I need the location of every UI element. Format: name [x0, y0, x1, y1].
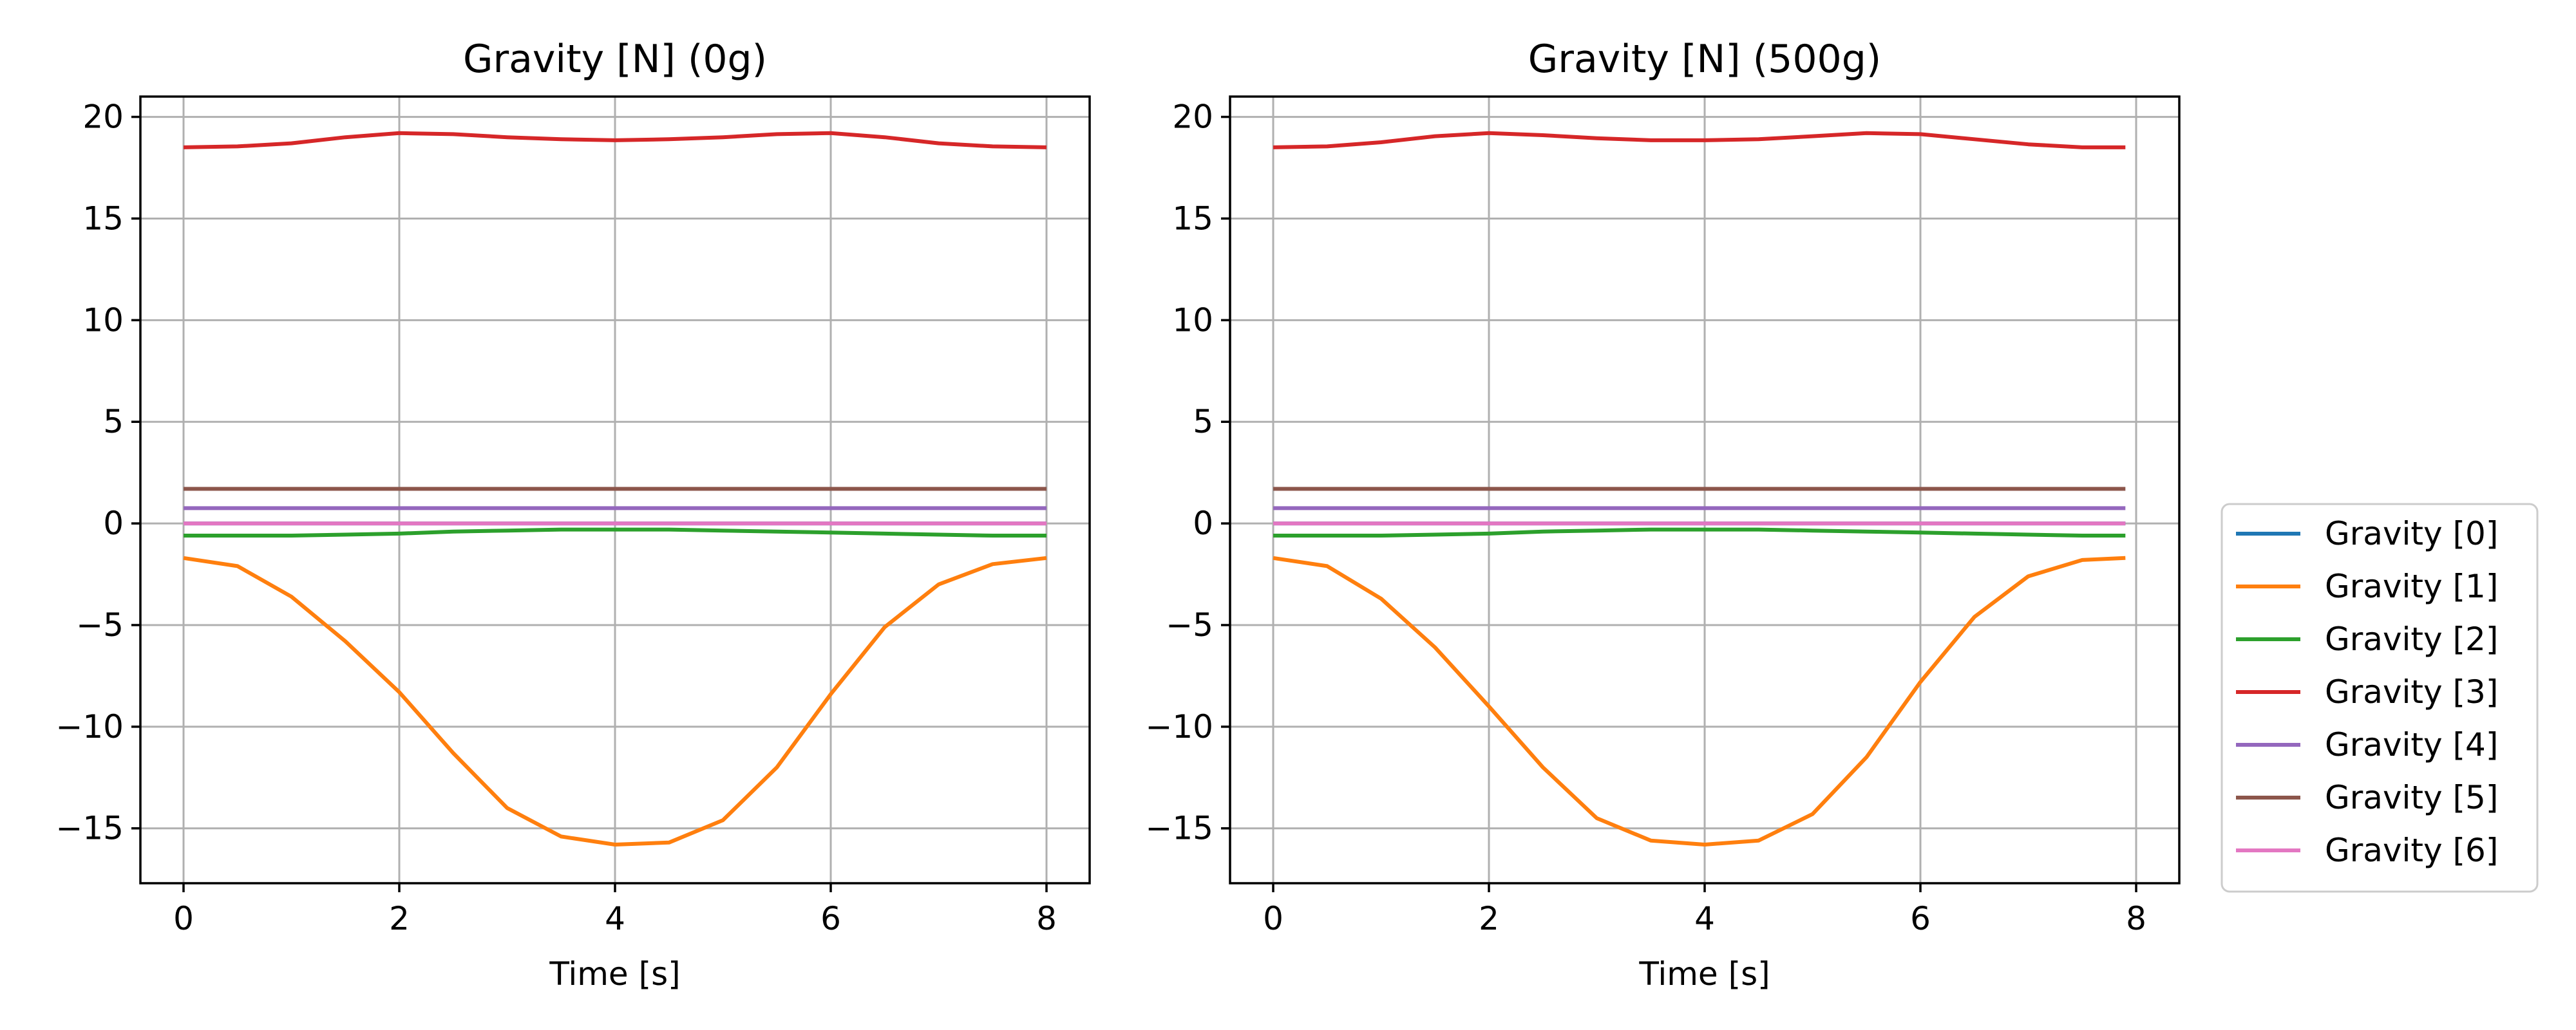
x-tick-label: 8: [2126, 900, 2146, 937]
y-tick-label: 0: [103, 505, 124, 542]
x-axis-label: Time [s]: [1638, 955, 1770, 993]
legend-label: Gravity [4]: [2325, 726, 2498, 763]
series-line: [1273, 527, 2126, 538]
chart-title: Gravity [N] (500g): [1528, 37, 1881, 82]
y-tick-label: −10: [55, 708, 124, 745]
legend: Gravity [0] Gravity [1] Gravity [2] Gravity…: [2221, 503, 2539, 893]
y-tick-label: 20: [1172, 98, 1213, 136]
legend-label: Gravity [2]: [2325, 621, 2498, 658]
y-tick-label: −5: [1166, 606, 1213, 644]
x-tick-label: 4: [605, 900, 625, 937]
y-tick-label: 10: [1172, 301, 1213, 339]
series-line: [184, 527, 1046, 538]
x-tick-label: 2: [389, 900, 410, 937]
x-tick-label: 8: [1036, 900, 1057, 937]
x-tick-label: 0: [1263, 900, 1283, 937]
legend-box: [2221, 503, 2539, 893]
legend-label: Gravity [3]: [2325, 673, 2498, 711]
y-tick-label: 10: [82, 301, 124, 339]
y-tick-label: 5: [1193, 403, 1213, 440]
x-tick-label: 4: [1694, 900, 1715, 937]
y-tick-label: −15: [1145, 810, 1213, 847]
chart-panel-0g: Gravity [N] (0g) Time [s] 0 2 4 6 8 −15 −10 −5 0…: [55, 37, 1091, 993]
x-tick-label: 2: [1479, 900, 1499, 937]
legend-label: Gravity [1]: [2325, 568, 2498, 605]
y-tick-label: 15: [82, 200, 124, 237]
series-line: [183, 556, 1047, 847]
y-tick-label: −10: [1145, 708, 1213, 745]
x-tick-label: 6: [1910, 900, 1931, 937]
series-line: [1273, 556, 2126, 847]
y-tick-label: 0: [1193, 505, 1213, 542]
legend-label: Gravity [6]: [2325, 832, 2498, 869]
chart-panel-500g: Gravity [N] (500g) Time [s] 0 2 4 6 8 −15 −10 −…: [1145, 37, 2181, 993]
y-tick-label: 5: [103, 403, 124, 440]
legend-label: Gravity [0]: [2325, 515, 2498, 552]
series-line: [1273, 131, 2126, 149]
chart-title: Gravity [N] (0g): [463, 37, 767, 82]
y-tick-label: 20: [82, 98, 124, 136]
legend-label: Gravity [5]: [2325, 779, 2498, 816]
y-tick-label: −5: [76, 606, 124, 644]
x-tick-label: 0: [173, 900, 194, 937]
x-tick-label: 6: [820, 900, 841, 937]
y-tick-label: 15: [1172, 200, 1213, 237]
y-tick-label: −15: [55, 810, 124, 847]
x-axis-label: Time [s]: [549, 955, 680, 993]
series-line: [183, 131, 1047, 149]
